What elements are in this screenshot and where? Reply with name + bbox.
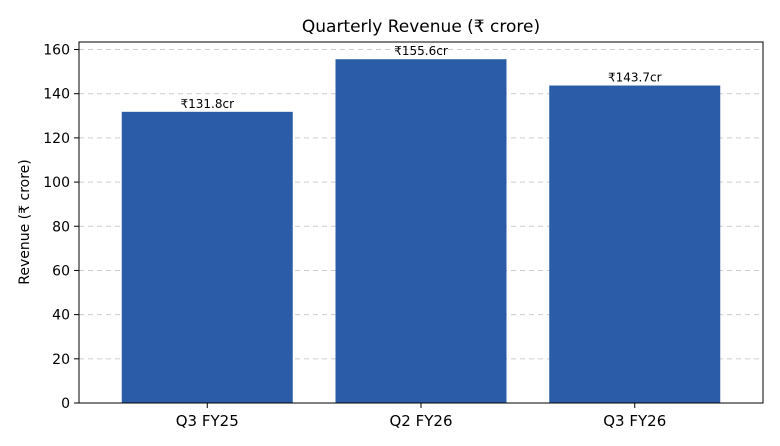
data-label-2: ₹143.7cr bbox=[608, 71, 662, 85]
x-tick-label-0: Q3 FY25 bbox=[176, 412, 239, 430]
data-labels: ₹131.8cr ₹155.6cr ₹143.7cr bbox=[180, 44, 661, 111]
x-tick-label-1: Q2 FY26 bbox=[390, 412, 453, 430]
data-label-1: ₹155.6cr bbox=[394, 44, 448, 58]
y-tick-label-20: 20 bbox=[52, 352, 70, 368]
bar-1 bbox=[335, 59, 507, 404]
y-tick-label-160: 160 bbox=[43, 43, 70, 59]
data-label-0: ₹131.8cr bbox=[180, 97, 234, 111]
y-tick-label-40: 40 bbox=[52, 308, 70, 324]
y-axis: 0 20 40 60 80 100 120 140 160 bbox=[43, 43, 79, 412]
bars bbox=[121, 59, 721, 404]
chart-title: Quarterly Revenue (₹ crore) bbox=[302, 17, 540, 37]
x-tick-label-2: Q3 FY26 bbox=[603, 412, 666, 430]
bar-0 bbox=[121, 111, 293, 403]
y-axis-label: Revenue (₹ crore) bbox=[17, 159, 33, 284]
y-tick-label-0: 0 bbox=[61, 396, 70, 412]
y-tick-label-60: 60 bbox=[52, 263, 70, 279]
bar-2 bbox=[549, 85, 721, 403]
y-tick-label-80: 80 bbox=[52, 219, 70, 235]
y-tick-label-140: 140 bbox=[43, 87, 70, 103]
x-axis: Q3 FY25 Q2 FY26 Q3 FY26 bbox=[176, 403, 666, 430]
y-tick-label-120: 120 bbox=[43, 131, 70, 147]
y-tick-label-100: 100 bbox=[43, 175, 70, 191]
